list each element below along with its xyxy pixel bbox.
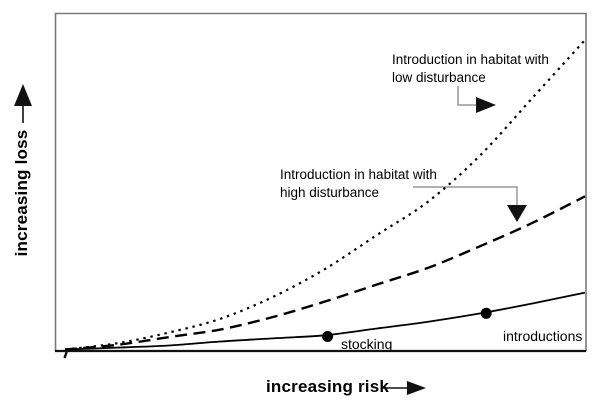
low-annotation-arrow-icon: [457, 86, 496, 113]
curve-introduction-high-disturbance: [64, 195, 586, 351]
origin-tick: [63, 350, 69, 359]
plot-border: [54, 12, 587, 351]
annotation-low-line1: Introduction in habitat with: [392, 52, 549, 67]
dot-stocking: [322, 331, 334, 342]
annotation-low-line2: low disturbance: [392, 70, 486, 85]
y-axis-label: increasing loss: [12, 129, 31, 257]
x-axis-arrow-icon: [383, 381, 426, 395]
dot-introductions: [480, 307, 492, 319]
y-axis-arrow-icon: [14, 84, 32, 123]
annotation-high-line2: high disturbance: [280, 185, 380, 200]
annotation-low-disturbance: Introduction in habitat with low disturb…: [392, 51, 549, 87]
stocking-label: stocking: [341, 336, 393, 352]
introductions-label: introductions: [503, 328, 583, 344]
high-annotation-arrow-icon: [413, 186, 527, 222]
data-point-dots: [322, 307, 492, 342]
x-axis-label: increasing risk: [266, 377, 390, 396]
annotation-high-disturbance: Introduction in habitat with high distur…: [280, 166, 437, 202]
annotation-high-line1: Introduction in habitat with: [280, 167, 437, 182]
